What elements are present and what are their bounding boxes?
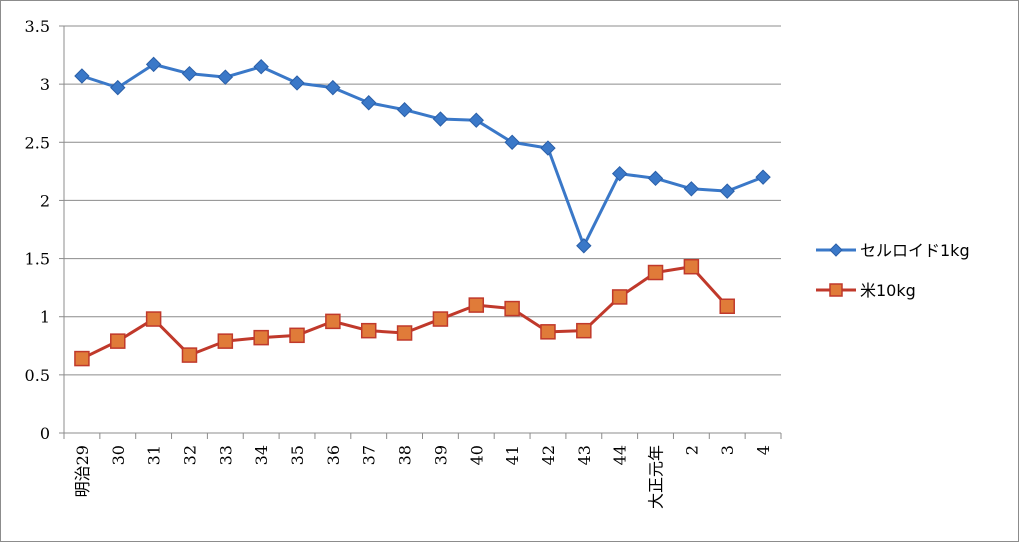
series-line-0 (81, 62, 764, 248)
data-point-square (576, 322, 592, 339)
data-point-square (181, 347, 198, 363)
y-tick-label: 1 (40, 308, 50, 327)
data-point-square (217, 333, 234, 349)
x-tick-label: 42 (539, 445, 558, 465)
data-point-diamond (110, 79, 126, 96)
x-tick-label: 43 (575, 445, 594, 465)
x-tick-label: 39 (431, 445, 450, 465)
x-tick-label: 37 (360, 445, 379, 465)
y-tick-label: 1.5 (25, 250, 50, 269)
data-point-diamond (504, 134, 520, 150)
axes (59, 25, 782, 439)
data-point-square (468, 297, 485, 313)
data-point-square (396, 325, 413, 341)
data-series (74, 56, 771, 367)
x-tick-label: 大正元年 (647, 445, 666, 509)
y-tick-labels: 0 0.5 1 1.5 2 2.5 3 3.5 (25, 17, 50, 443)
x-tick-label: 31 (145, 445, 164, 465)
data-point-diamond (253, 58, 269, 75)
x-tick-label: 38 (396, 445, 415, 465)
x-tick-label: 34 (252, 445, 271, 465)
legend-marker-square (829, 283, 843, 297)
x-tick-label: 2 (682, 445, 701, 455)
data-point-diamond (647, 170, 664, 187)
x-tick-label: 36 (324, 445, 343, 465)
x-tick-label: 32 (180, 445, 199, 465)
data-point-diamond (540, 140, 556, 156)
data-point-square (145, 311, 162, 327)
data-point-square (432, 311, 449, 327)
y-tick-label: 3.5 (25, 17, 50, 36)
data-point-square (253, 329, 269, 346)
data-point-diamond (217, 69, 234, 85)
data-point-square (504, 300, 520, 317)
data-point-square (325, 313, 341, 330)
data-point-diamond (396, 102, 413, 118)
data-point-square (647, 264, 664, 281)
data-point-diamond (145, 56, 162, 73)
data-point-diamond (325, 79, 341, 96)
x-tick-label: 33 (216, 445, 235, 465)
data-point-square (74, 350, 90, 367)
data-point-diamond (361, 95, 377, 111)
y-tick-label: 0.5 (25, 366, 50, 385)
legend-label-0: セルロイド1kg (860, 241, 970, 260)
x-tick-label: 35 (288, 445, 307, 465)
y-tick-label: 3 (40, 75, 50, 94)
y-tick-label: 2 (40, 191, 50, 210)
y-tick-label: 0 (40, 424, 50, 443)
legend-marker-diamond (829, 243, 843, 257)
data-point-square (110, 333, 126, 349)
data-point-diamond (576, 238, 592, 254)
data-point-diamond (611, 165, 628, 182)
data-point-square (360, 322, 377, 339)
data-point-square (611, 289, 628, 305)
gridlines (64, 25, 781, 376)
x-tick-labels: 明治29 30 31 32 33 34 35 36 37 38 39 40 41 42 43 44 大正元年 2 3… (73, 445, 773, 509)
x-tick-label: 明治29 (73, 445, 92, 497)
legend: セルロイド1kg 米10kg (816, 241, 970, 300)
data-point-square (683, 258, 700, 275)
data-point-diamond (74, 68, 90, 84)
data-point-diamond (683, 181, 700, 197)
series-line-1 (81, 265, 729, 360)
data-point-square (540, 324, 556, 340)
x-tick-label: 44 (611, 445, 630, 465)
y-tick-label: 2.5 (25, 133, 50, 152)
data-point-diamond (289, 75, 305, 91)
data-point-diamond (468, 112, 484, 128)
data-point-diamond (755, 169, 771, 185)
data-point-diamond (181, 65, 198, 82)
data-point-square (719, 298, 735, 314)
data-point-square (289, 327, 305, 344)
legend-label-1: 米10kg (860, 281, 916, 300)
data-point-diamond (432, 111, 449, 127)
data-point-diamond (719, 183, 735, 199)
x-tick-label: 4 (754, 445, 773, 455)
x-tick-label: 30 (109, 445, 128, 465)
x-tick-label: 41 (503, 445, 522, 465)
x-tick-label: 40 (467, 445, 486, 465)
x-tick-label: 3 (718, 445, 737, 455)
